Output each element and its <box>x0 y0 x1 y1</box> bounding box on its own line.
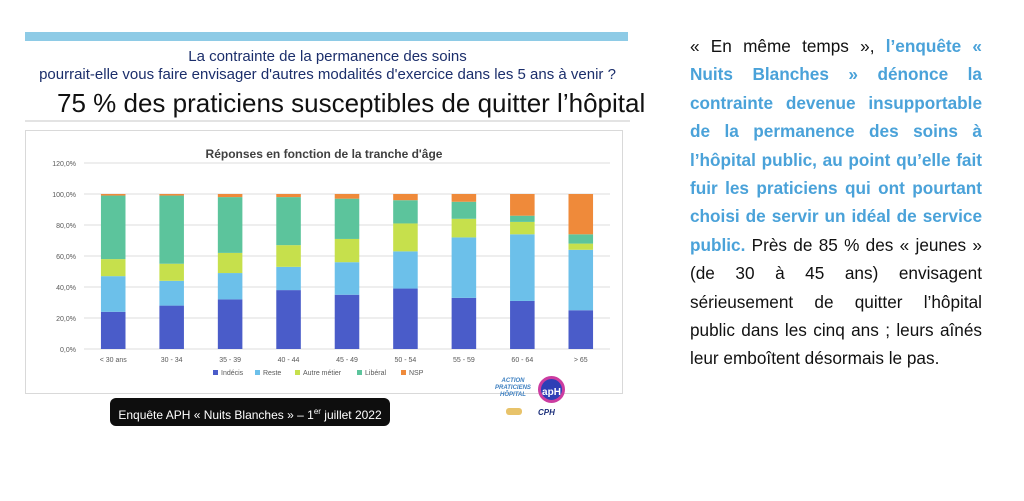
legend-swatch <box>401 370 406 375</box>
bar-segment <box>217 273 243 300</box>
y-tick-label: 40,0% <box>56 285 76 292</box>
paragraph-highlight: l’enquête « Nuits Blanches » dénonce la … <box>690 36 982 255</box>
x-tick-label: 30 - 34 <box>161 357 183 364</box>
bar-segment <box>568 243 594 250</box>
paragraph-intro: « En même temps », <box>690 36 886 56</box>
aph-logo-line3: HÔPITAL <box>500 392 526 398</box>
bar-segment <box>568 234 594 244</box>
y-tick-label: 80,0% <box>56 223 76 230</box>
legend-label: Autre métier <box>303 370 342 377</box>
bar-segment <box>276 194 301 198</box>
bar-segment <box>393 200 418 224</box>
bar-segment <box>217 252 243 274</box>
stacked-bar-chart: Réponses en fonction de la tranche d'âge… <box>52 147 610 377</box>
bar-segment <box>100 259 126 277</box>
bar-segment <box>100 311 126 349</box>
bar-segment <box>510 215 535 222</box>
bar-segment <box>451 218 477 238</box>
aph-logo-text: ACTION PRATICIENS HÔPITAL <box>493 378 533 399</box>
paragraph-rest: Près de 85 % des « jeunes » (de 30 à 45 … <box>690 234 982 369</box>
bar-segment <box>393 251 418 289</box>
legend-swatch <box>255 370 260 375</box>
bar-segment <box>276 266 301 291</box>
x-tick-label: 50 - 54 <box>395 357 417 364</box>
bar-segment <box>100 195 126 260</box>
survey-caption-prefix: Enquête APH « Nuits Blanches » – 1 <box>118 408 314 422</box>
aph-logo-line2: PRATICIENS <box>495 385 531 391</box>
bar-segment <box>159 194 184 196</box>
bar-segment <box>393 223 418 252</box>
survey-caption-suffix: juillet 2022 <box>320 408 382 422</box>
bar-segment <box>276 290 301 349</box>
bar-segment <box>510 234 535 301</box>
bar-segment <box>276 197 301 246</box>
bar-segment <box>451 194 477 202</box>
chart-title: Réponses en fonction de la tranche d'âge <box>206 147 443 161</box>
x-tick-label: > 65 <box>574 357 588 364</box>
bar-segment <box>276 245 301 267</box>
slide-divider <box>25 120 630 122</box>
bar-segment <box>334 294 360 349</box>
cph-logo: CPH <box>538 408 555 417</box>
bar-segment <box>100 194 126 196</box>
x-tick-label: < 30 ans <box>100 357 128 364</box>
legend-label: Libéral <box>365 370 386 377</box>
slide-headline: 75 % des praticiens susceptibles de quit… <box>57 88 646 118</box>
slide-subtitle-line1: La contrainte de la permanence des soins <box>188 48 467 65</box>
survey-caption: Enquête APH « Nuits Blanches » – 1er jui… <box>110 398 390 426</box>
legend-swatch <box>295 370 300 375</box>
bar-segment <box>451 201 477 219</box>
x-tick-label: 40 - 44 <box>278 357 300 364</box>
legend-swatch <box>213 370 218 375</box>
bar-segment <box>451 237 477 298</box>
article-paragraph: « En même temps », l’enquête « Nuits Bla… <box>690 32 982 373</box>
y-tick-label: 120,0% <box>52 161 76 168</box>
y-tick-label: 100,0% <box>52 192 76 199</box>
y-tick-label: 0,0% <box>60 347 76 354</box>
bar-segment <box>334 238 360 263</box>
legend-label: Reste <box>263 370 281 377</box>
legend-label: NSP <box>409 370 424 377</box>
bar-segment <box>568 194 594 235</box>
bar-segment <box>217 197 243 253</box>
bar-segment <box>159 305 184 349</box>
legend-swatch <box>357 370 362 375</box>
bar-segment <box>217 194 243 198</box>
bar-segment <box>510 221 535 235</box>
slide-subtitle-line2: pourrait-elle vous faire envisager d'aut… <box>39 66 616 83</box>
x-tick-label: 45 - 49 <box>336 357 358 364</box>
bar-segment <box>568 249 594 311</box>
x-tick-label: 60 - 64 <box>511 357 533 364</box>
bar-segment <box>510 300 535 349</box>
bar-segment <box>568 310 594 349</box>
bar-segment <box>100 276 126 312</box>
y-tick-label: 60,0% <box>56 254 76 261</box>
slide-image: La contrainte de la permanence des soins… <box>25 30 645 430</box>
legend-label: Indécis <box>221 370 244 377</box>
bar-segment <box>334 194 360 199</box>
bar-segment <box>217 299 243 349</box>
x-tick-label: 35 - 39 <box>219 357 241 364</box>
bar-segment <box>393 288 418 349</box>
bar-segment <box>334 262 360 295</box>
bar-segment <box>451 297 477 349</box>
y-tick-label: 20,0% <box>56 316 76 323</box>
bar-segment <box>159 195 184 264</box>
bar-segment <box>510 194 535 216</box>
slide-top-bar <box>25 32 628 41</box>
survey-caption-sup: er <box>313 407 321 416</box>
bar-segment <box>334 198 360 239</box>
bar-segment <box>393 194 418 201</box>
aph-circle-logo: apH <box>538 376 565 403</box>
chart-container: Réponses en fonction de la tranche d'âge… <box>25 130 623 394</box>
x-tick-label: 55 - 59 <box>453 357 475 364</box>
bar-segment <box>159 280 184 306</box>
aph-logo-line1: ACTION <box>501 378 525 384</box>
partner-logo <box>506 408 522 415</box>
bar-segment <box>159 263 184 281</box>
